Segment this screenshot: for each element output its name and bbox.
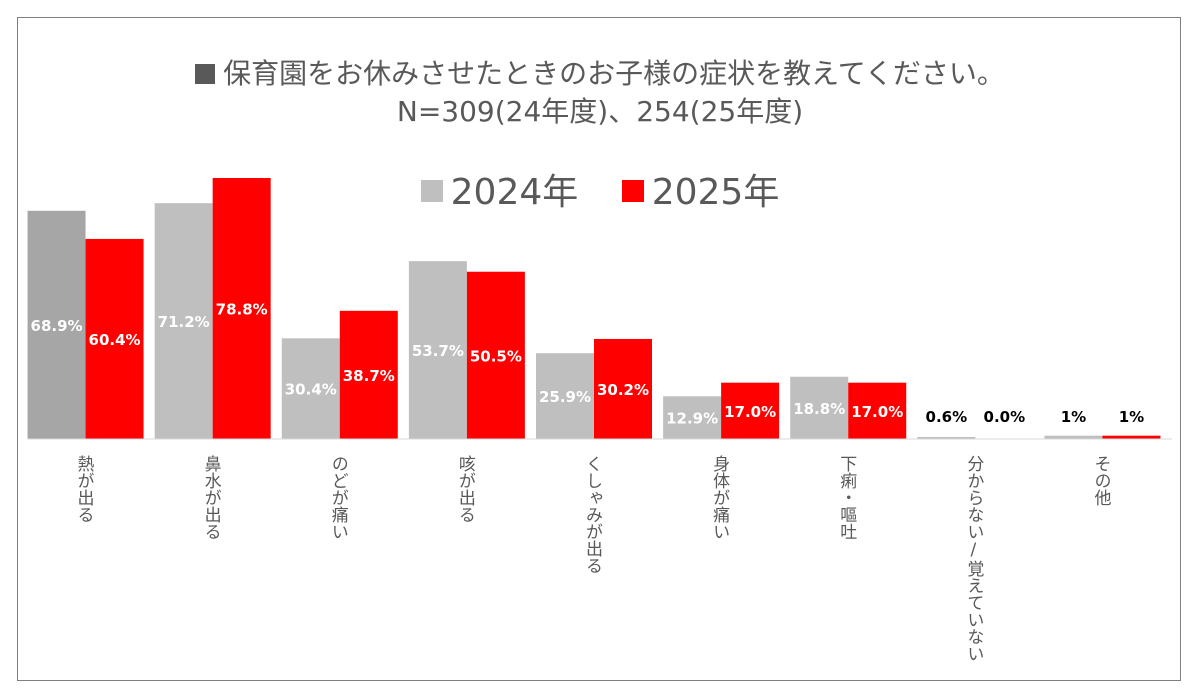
data-label-2025年-0: 60.4%	[89, 331, 141, 349]
data-label-2025年-1: 78.8%	[216, 301, 268, 319]
bar-2025年-0	[85, 238, 144, 439]
bar-2024年-8	[1044, 435, 1103, 439]
bar-2024年-2	[281, 338, 340, 439]
legend-label-2024: 2024年	[450, 172, 579, 213]
x-tick-label-6: 下痢・嘔吐	[836, 455, 857, 540]
bar-2024年-3	[408, 261, 467, 439]
chart-title-text: 保育園をお休みさせたときのお子様の症状を教えてください。	[223, 57, 1005, 90]
data-label-2024年-7: 0.6%	[926, 408, 968, 426]
x-tick-label-4: くしゃみが出る	[582, 455, 602, 574]
data-label-2024年-2: 30.4%	[285, 381, 337, 399]
bar-2024年-5	[663, 396, 722, 439]
data-label-2024年-6: 18.8%	[793, 400, 845, 418]
bar-2025年-8	[1102, 435, 1161, 439]
data-label-2025年-2: 38.7%	[343, 367, 395, 385]
bar-2025年-3	[466, 271, 525, 439]
data-label-2025年-4: 30.2%	[597, 381, 649, 399]
bar-2024年-7	[917, 437, 976, 439]
data-label-2024年-4: 25.9%	[539, 388, 591, 406]
x-tick-label-2: のどが痛い	[328, 455, 349, 540]
data-label-2024年-1: 71.2%	[158, 313, 210, 331]
bar-2024年-0	[27, 210, 86, 439]
x-tick-label-7: 分からない/覚えていない	[963, 455, 984, 662]
chart-title: 保育園をお休みさせたときのお子様の症状を教えてください。	[0, 52, 1200, 92]
data-label-2025年-6: 17.0%	[851, 403, 903, 421]
data-label-2025年-8: 1%	[1119, 408, 1144, 426]
legend-swatch-2024	[420, 180, 443, 202]
data-label-2025年-7: 0.0%	[984, 408, 1026, 426]
data-label-2024年-0: 68.9%	[31, 317, 83, 335]
bar-2024年-6	[790, 376, 849, 439]
legend-label-2025: 2025年	[651, 172, 780, 213]
data-label-2025年-3: 50.5%	[470, 347, 522, 365]
data-label-2024年-5: 12.9%	[666, 410, 718, 428]
chart-subtitle: N=309(24年度)、254(25年度)	[396, 95, 804, 128]
bar-2024年-4	[536, 353, 594, 439]
legend-swatch-2025	[621, 180, 644, 202]
bar-2025年-2	[339, 310, 398, 439]
title-square-icon	[195, 64, 216, 84]
x-tick-label-0: 熱が出る	[74, 455, 95, 523]
data-label-2024年-8: 1%	[1061, 408, 1086, 426]
x-tick-label-8: その他	[1090, 455, 1111, 506]
x-tick-label-1: 鼻水が出る	[201, 455, 222, 540]
data-label-2024年-3: 53.7%	[412, 342, 464, 360]
x-tick-label-3: 咳が出る	[455, 455, 475, 523]
bar-2025年-6	[848, 382, 907, 439]
bar-2025年-4	[594, 338, 652, 439]
bar-2025年-5	[721, 382, 780, 439]
bar-2025年-1	[212, 178, 271, 439]
x-tick-label-5: 身体が痛い	[709, 455, 730, 540]
legend-item-2025: 2025年	[621, 163, 780, 215]
legend-item-2024: 2024年	[420, 163, 579, 215]
bar-2024年-1	[154, 203, 213, 439]
chart-frame	[17, 17, 1181, 681]
data-label-2025年-5: 17.0%	[724, 403, 776, 421]
chart-legend: 2024年 2025年	[0, 163, 1200, 215]
